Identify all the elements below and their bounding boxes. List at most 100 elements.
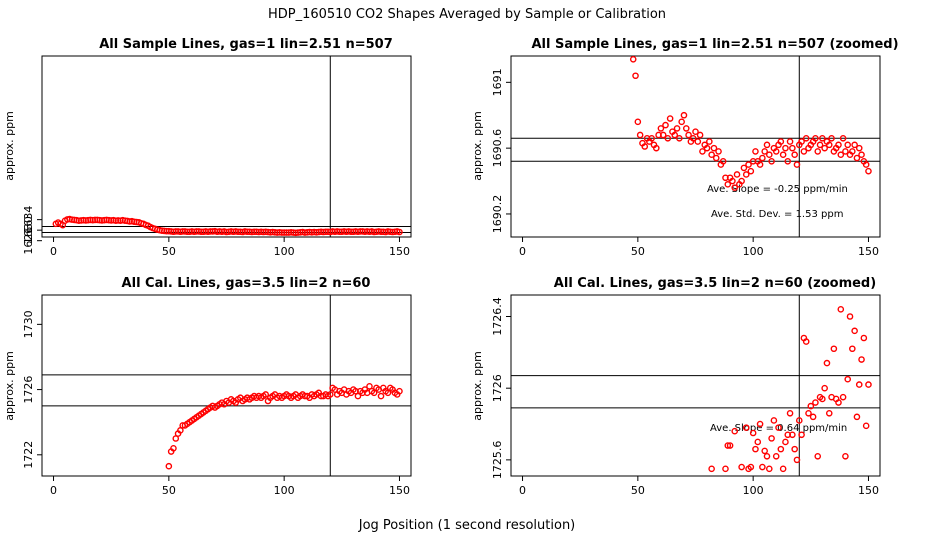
data-point — [853, 154, 861, 162]
data-point — [715, 148, 722, 155]
data-point — [835, 141, 842, 149]
data-point — [775, 424, 782, 431]
y-tick-label: 1726 — [491, 374, 504, 402]
y-axis-label: approx. ppm — [3, 111, 16, 181]
y-tick-label: 1725.6 — [491, 441, 504, 480]
data-point — [851, 141, 858, 149]
data-point — [738, 177, 745, 185]
data-point — [747, 167, 755, 175]
data-point — [659, 131, 667, 139]
y-tick-label: 1730 — [22, 310, 35, 338]
y-tick-label: 1634 — [22, 206, 35, 234]
data-point — [678, 118, 685, 126]
y-tick-label: 1691 — [491, 68, 504, 96]
data-point — [800, 148, 808, 155]
y-tick-label: 1626 — [22, 227, 35, 255]
data-point — [825, 141, 833, 149]
data-point — [731, 427, 739, 435]
data-point — [786, 138, 794, 145]
data-point — [766, 465, 773, 473]
y-tick-label: 1726.4 — [491, 297, 504, 336]
data-point — [733, 171, 741, 178]
plot-frame — [41, 294, 412, 477]
data-point — [789, 144, 796, 152]
data-point — [809, 413, 817, 421]
data-point — [763, 452, 771, 460]
data-point — [664, 134, 672, 142]
data-point — [680, 111, 688, 119]
x-tick-label: 100 — [743, 245, 764, 258]
data-point — [858, 151, 865, 159]
data-point — [752, 148, 759, 155]
data-point — [835, 399, 842, 406]
x-tick-label: 50 — [631, 484, 645, 497]
data-point — [789, 431, 796, 439]
data-point — [823, 359, 831, 367]
data-point — [798, 431, 805, 439]
data-point — [731, 184, 739, 191]
data-point — [671, 131, 679, 139]
annotation-std-dev: Ave. Std. Dev. = 1.53 ppm — [711, 209, 843, 220]
data-point — [814, 148, 822, 155]
data-point — [772, 148, 780, 155]
data-point — [793, 161, 801, 168]
data-point — [865, 167, 872, 175]
data-point — [396, 387, 403, 395]
data-point — [262, 391, 270, 398]
data-point — [844, 141, 852, 149]
data-point — [724, 181, 732, 188]
annotation-ave-slope: Ave. Slope = 0.64 ppm/min — [710, 423, 847, 434]
data-point — [729, 177, 736, 185]
data-point — [837, 151, 845, 159]
data-point — [724, 442, 732, 449]
data-points — [629, 56, 872, 191]
data-point — [819, 395, 826, 403]
x-tick-label: 50 — [162, 245, 176, 258]
data-point — [837, 306, 845, 313]
data-point — [766, 151, 773, 159]
data-point — [846, 313, 854, 320]
x-tick-label: 150 — [389, 484, 410, 497]
x-tick-label: 150 — [389, 245, 410, 258]
data-point — [752, 445, 759, 453]
data-point — [812, 134, 819, 142]
data-point — [795, 417, 803, 424]
data-point — [791, 445, 798, 453]
data-point — [782, 144, 789, 152]
data-point — [770, 417, 778, 424]
x-tick-label: 150 — [858, 484, 879, 497]
data-point — [759, 154, 766, 162]
data-point — [828, 134, 835, 142]
data-point — [812, 399, 819, 406]
x-tick-label: 100 — [274, 484, 295, 497]
data-point — [761, 447, 768, 455]
data-point — [682, 125, 690, 132]
data-point — [862, 422, 870, 430]
panel-title: All Cal. Lines, gas=3.5 lin=2 n=60 — [122, 276, 371, 291]
y-tick-label: 1690.2 — [491, 195, 504, 234]
data-point — [849, 148, 856, 155]
data-point — [802, 338, 810, 345]
data-point — [708, 151, 715, 159]
x-tick-label: 50 — [631, 245, 645, 258]
data-point — [782, 438, 789, 446]
data-point — [326, 391, 334, 398]
data-point — [719, 158, 727, 165]
data-point — [696, 131, 704, 139]
data-point — [807, 402, 815, 410]
data-point — [839, 134, 847, 142]
x-tick-label: 150 — [858, 245, 879, 258]
panel-sample-lines: All Sample Lines, gas=1 lin=2.51 n=507 a… — [3, 37, 412, 258]
data-point — [865, 381, 872, 388]
data-point — [821, 384, 828, 392]
data-point — [786, 409, 794, 417]
data-point — [844, 375, 852, 383]
data-point — [855, 381, 863, 388]
data-point — [851, 327, 858, 335]
data-point — [749, 429, 757, 437]
data-point — [779, 465, 787, 473]
x-tick-label: 0 — [50, 245, 57, 258]
figure-xlabel: Jog Position (1 second resolution) — [358, 518, 576, 533]
data-point — [703, 144, 711, 152]
data-point — [825, 409, 833, 417]
